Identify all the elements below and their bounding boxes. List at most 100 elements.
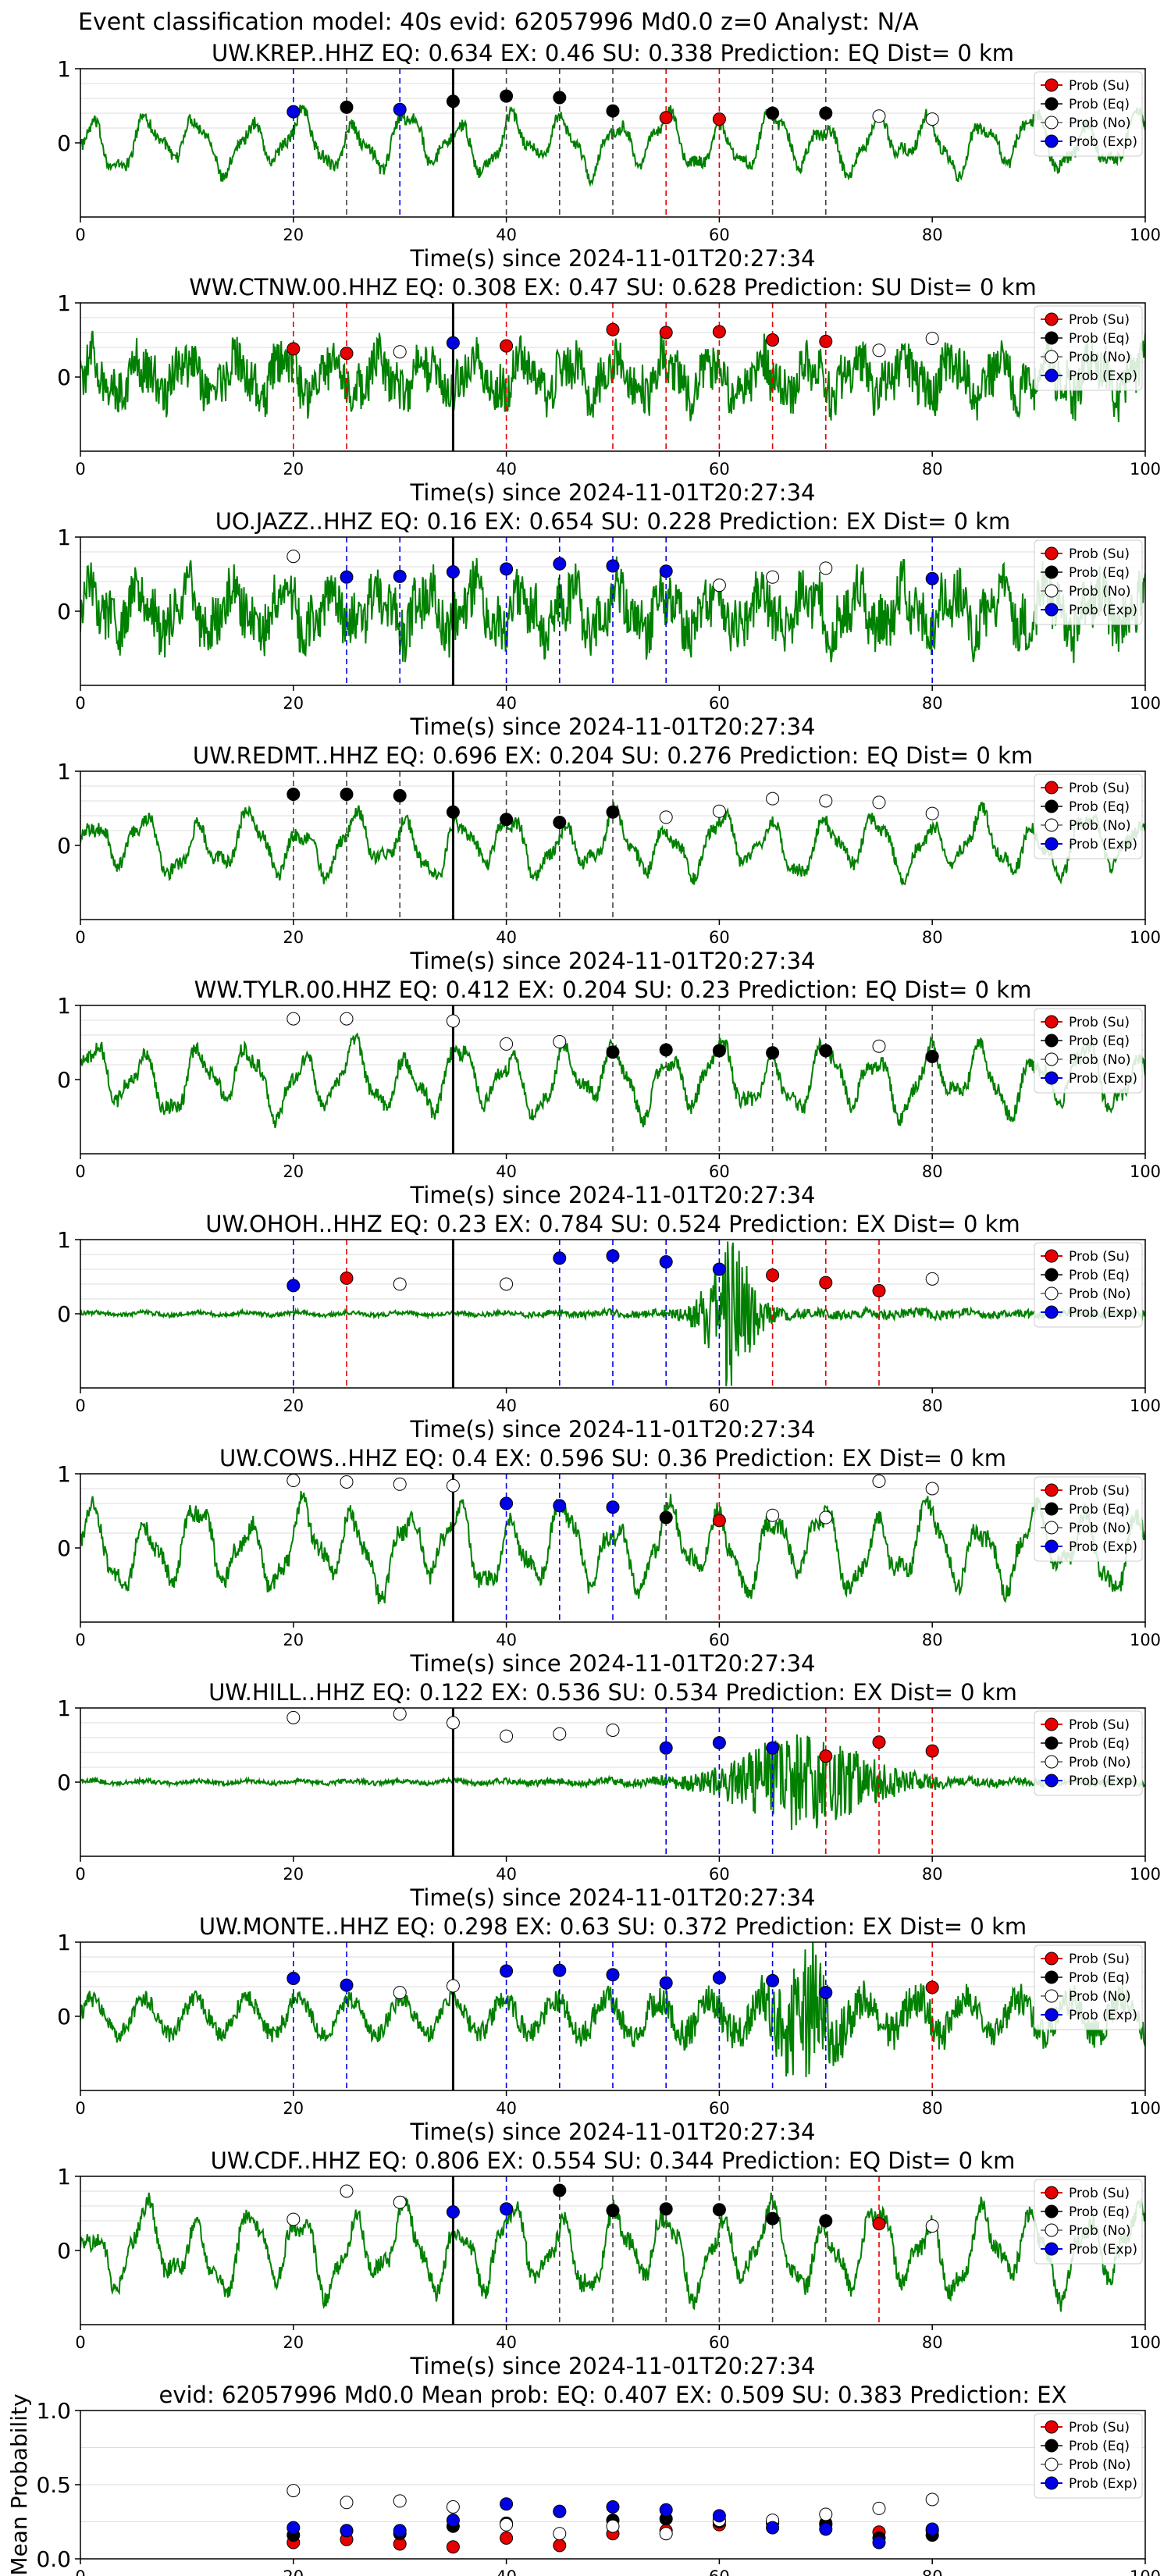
- prob-point-eq: [553, 816, 567, 830]
- panel-title: UW.OHOH..HHZ EQ: 0.23 EX: 0.784 SU: 0.52…: [205, 1211, 1020, 1237]
- legend-label-eq: Prob (Eq): [1069, 1502, 1130, 1517]
- prob-point-eq: [925, 1050, 939, 1064]
- panel-title: WW.CTNW.00.HHZ EQ: 0.308 EX: 0.47 SU: 0.…: [189, 274, 1037, 301]
- station-panels: UW.KREP..HHZ EQ: 0.634 EX: 0.46 SU: 0.33…: [6, 40, 1161, 2576]
- x-tick-label: 60: [709, 2099, 730, 2118]
- legend-marker-su: [1045, 1249, 1059, 1263]
- prob-point-su: [712, 1514, 726, 1528]
- prob-point-eq: [446, 805, 460, 819]
- prob-point-eq: [500, 89, 514, 103]
- prob-point-su: [659, 326, 673, 340]
- legend-marker-no: [1045, 1989, 1059, 2003]
- prob-point-exp: [287, 105, 301, 119]
- station-panel-ww-ctnw-00-hhz: WW.CTNW.00.HHZ EQ: 0.308 EX: 0.47 SU: 0.…: [57, 274, 1161, 506]
- prob-point-no: [925, 2219, 939, 2233]
- y-tick-label: 0: [57, 365, 71, 390]
- legend-label-eq: Prob (Eq): [1069, 331, 1130, 347]
- legend-label-su: Prob (Su): [1069, 1717, 1130, 1733]
- x-tick-label: 0: [75, 460, 85, 479]
- prob-point-eq: [287, 787, 301, 801]
- y-tick-label: 1: [57, 993, 71, 1019]
- waveform-trace: [80, 1490, 1145, 1605]
- x-tick-label: 20: [283, 2567, 304, 2576]
- prob-point-exp: [766, 1741, 780, 1755]
- legend-label-no: Prob (No): [1069, 1521, 1131, 1536]
- legend-box: [1034, 774, 1143, 859]
- legend-marker-su: [1045, 312, 1059, 326]
- prob-point-exp: [553, 1251, 567, 1265]
- legend-label-su: Prob (Su): [1069, 1015, 1130, 1030]
- y-tick-label: 1: [57, 1930, 71, 1955]
- prob-point-no: [766, 1508, 780, 1522]
- legend-marker-exp: [1045, 2476, 1059, 2490]
- prob-point-exp: [712, 1971, 726, 1985]
- prob-point-no: [925, 1272, 939, 1286]
- legend-label-eq: Prob (Eq): [1069, 1034, 1130, 1049]
- figure-suptitle: Event classification model: 40s evid: 62…: [78, 9, 919, 36]
- legend-marker-no: [1045, 350, 1059, 364]
- prob-point-eq: [712, 2203, 726, 2217]
- legend-label-no: Prob (No): [1069, 1286, 1131, 1302]
- prob-point-no: [287, 2212, 301, 2226]
- mean-point-exp: [446, 2514, 460, 2528]
- x-axis-label: Time(s) since 2024-11-01T20:27:34: [410, 1884, 816, 1911]
- prob-point-no: [287, 550, 301, 564]
- y-tick-label: 1: [57, 56, 71, 82]
- x-tick-label: 0: [75, 1865, 85, 1884]
- x-tick-label: 60: [709, 1865, 730, 1884]
- legend-marker-su: [1045, 1952, 1059, 1966]
- legend-marker-eq: [1045, 331, 1059, 345]
- prob-point-exp: [606, 559, 620, 573]
- y-tick-label: 1: [57, 290, 71, 316]
- prob-point-su: [500, 339, 514, 353]
- mean-point-no: [500, 2517, 514, 2532]
- panel-title: WW.TYLR.00.HHZ EQ: 0.412 EX: 0.204 SU: 0…: [194, 977, 1032, 1003]
- legend-box: [1034, 1008, 1143, 1094]
- legend-label-exp: Prob (Exp): [1069, 603, 1137, 618]
- legend-label-su: Prob (Su): [1069, 78, 1130, 94]
- x-tick-label: 0: [75, 226, 85, 244]
- x-tick-label: 40: [496, 1397, 517, 1415]
- prob-point-su: [340, 1271, 354, 1285]
- x-tick-label: 40: [496, 226, 517, 244]
- panel-title: UW.KREP..HHZ EQ: 0.634 EX: 0.46 SU: 0.33…: [212, 40, 1014, 66]
- legend-label-no: Prob (No): [1069, 1755, 1131, 1770]
- prob-point-no: [766, 570, 780, 584]
- x-tick-label: 80: [922, 694, 943, 713]
- prob-point-no: [393, 1707, 407, 1721]
- prob-point-eq: [766, 106, 780, 120]
- y-tick-label: 1: [57, 525, 71, 550]
- x-tick-label: 100: [1130, 2567, 1161, 2576]
- mean-point-no: [872, 2501, 886, 2515]
- prob-point-eq: [819, 1044, 833, 1058]
- prob-point-no: [340, 1012, 354, 1026]
- prob-point-no: [766, 792, 780, 806]
- x-tick-label: 40: [496, 1162, 517, 1181]
- x-tick-label: 40: [496, 928, 517, 947]
- legend-label-eq: Prob (Eq): [1069, 799, 1130, 815]
- legend-marker-eq: [1045, 1736, 1059, 1750]
- waveform-trace: [80, 104, 1145, 187]
- y-tick-label: 0: [57, 1301, 71, 1327]
- legend-marker-eq: [1045, 1970, 1059, 1984]
- prob-point-exp: [500, 1496, 514, 1510]
- legend-box: [1034, 1242, 1143, 1328]
- legend-box: [1034, 1476, 1143, 1562]
- prob-point-no: [925, 332, 939, 346]
- legend-marker-eq: [1045, 565, 1059, 579]
- x-tick-label: 20: [283, 2333, 304, 2352]
- prob-point-su: [819, 1749, 833, 1763]
- prob-point-exp: [500, 1964, 514, 1978]
- prob-point-eq: [766, 1046, 780, 1060]
- legend-label-exp: Prob (Exp): [1069, 1539, 1137, 1555]
- prob-point-su: [925, 1744, 939, 1758]
- mean-point-su: [553, 2539, 567, 2553]
- prob-point-exp: [287, 1279, 301, 1293]
- x-tick-label: 20: [283, 1865, 304, 1884]
- prob-point-no: [500, 1729, 514, 1743]
- x-tick-label: 80: [922, 2333, 943, 2352]
- x-tick-label: 20: [283, 1397, 304, 1415]
- prob-point-no: [872, 795, 886, 809]
- y-tick-label: 1.0: [36, 2398, 71, 2424]
